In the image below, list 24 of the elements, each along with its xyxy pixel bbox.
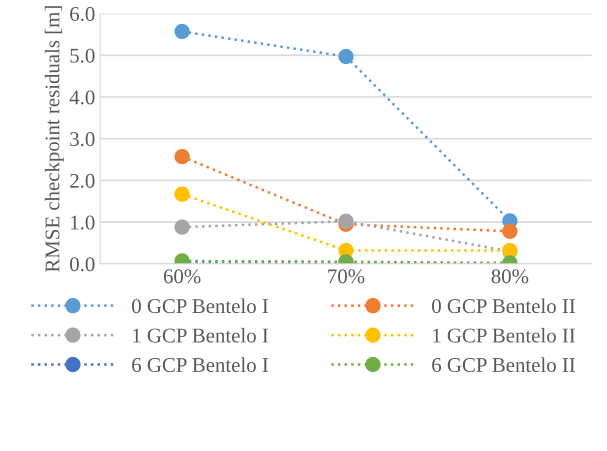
legend-label: 6 GCP Bentelo I [132,357,268,372]
legend-label: 1 GCP Bentelo II [433,328,576,343]
y-tick-label: 5.0 [70,48,94,63]
point [174,186,190,202]
point [338,48,354,64]
point [502,224,518,239]
point [174,148,190,164]
legend-label: 6 GCP Bentelo II [432,357,576,372]
y-tick-label: 4.0 [70,90,94,104]
y-axis-title: RMSE checkpoint residuals [m] [44,6,64,272]
y-tick-label: 0.0 [70,257,94,272]
point [174,24,190,40]
point [338,214,354,229]
x-tick-label: 70% [328,269,364,284]
legend-label: 0 GCP Bentelo II [432,298,576,314]
x-tick-label: 60% [164,269,200,284]
x-tick-label: 80% [492,269,528,284]
y-tick-label: 6.0 [70,6,94,22]
legend-label: 0 GCP Bentelo I [132,298,268,314]
y-tick-label: 1.0 [71,215,94,230]
legend-label: 1 GCP Bentelo I [133,328,268,343]
y-tick-label: 2.0 [70,174,94,188]
point [174,219,190,235]
y-tick-label: 3.0 [70,132,94,146]
